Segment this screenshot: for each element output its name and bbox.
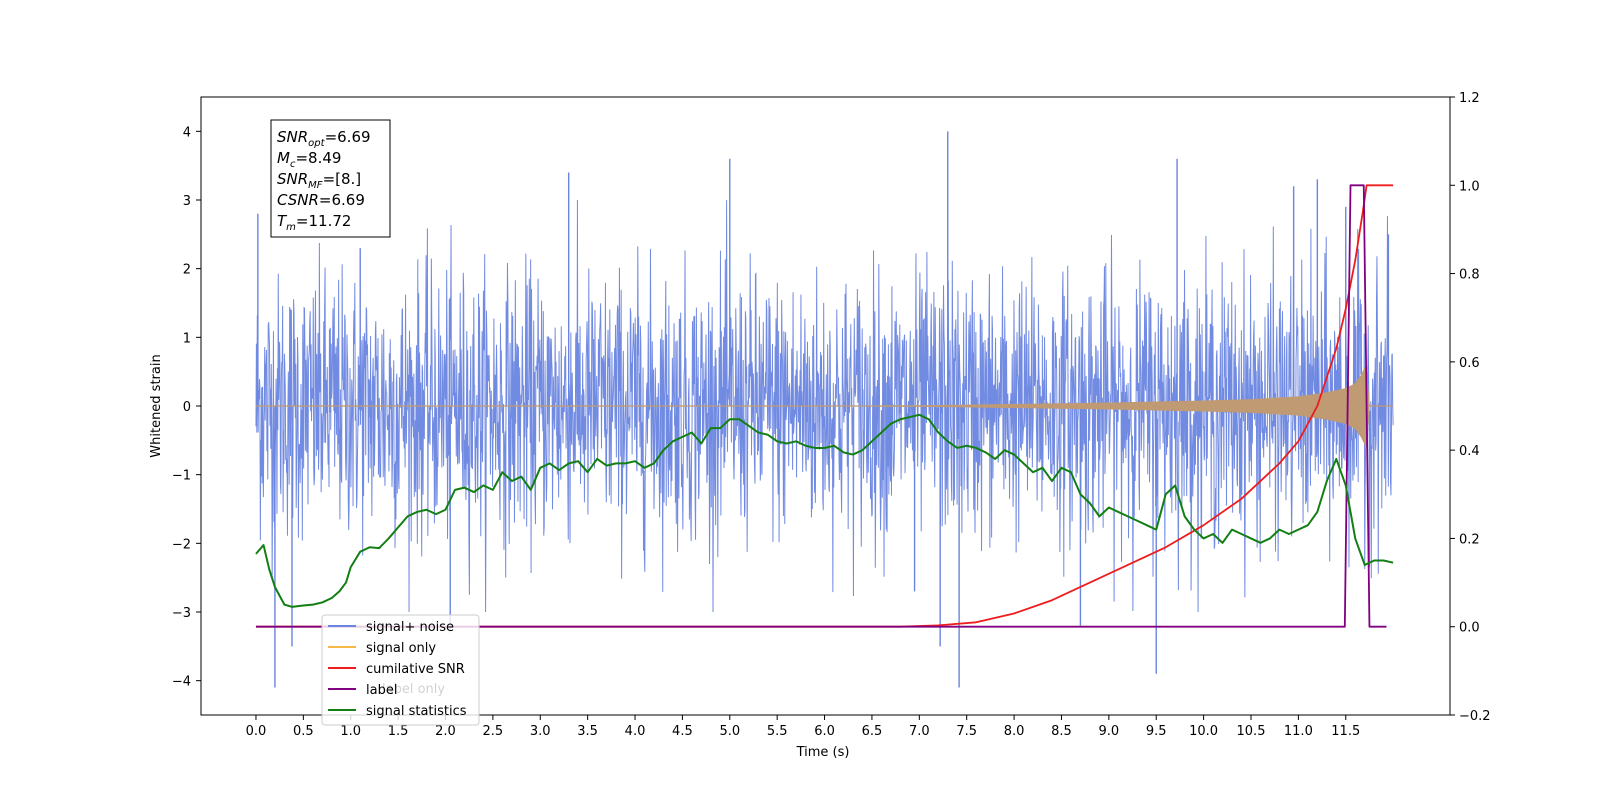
legend-label-4: signal statistics (366, 704, 467, 719)
metric-line-3: CSNR=6.69 (277, 191, 365, 209)
y-left-tick-label-8: −4 (172, 675, 191, 690)
y-right-tick-label-1: 1.0 (1459, 179, 1480, 194)
x-tick-label-23: 11.5 (1331, 724, 1360, 739)
x-tick-label-15: 7.5 (956, 724, 977, 739)
x-tick-label-4: 2.0 (435, 724, 456, 739)
x-tick-label-6: 3.0 (530, 724, 551, 739)
series-signal-only-line (881, 365, 1394, 448)
y-left-tick-label-0: 4 (183, 125, 191, 140)
legend-label-3: label (366, 683, 397, 698)
x-tick-label-12: 6.0 (814, 724, 835, 739)
x-tick-label-16: 8.0 (1004, 724, 1025, 739)
y-right-tick-label-4: 0.4 (1459, 444, 1480, 459)
series-label-line (255, 184, 1387, 628)
metric-line-1: Mc=8.49 (277, 149, 341, 170)
y-left-tick-label-5: −1 (172, 469, 191, 484)
x-tick-label-19: 9.5 (1146, 724, 1167, 739)
series-cumulative-snr-line (255, 184, 1394, 628)
metrics-box-frame (270, 119, 391, 238)
y-right-tick-label-0: 1.2 (1459, 91, 1480, 106)
x-tick-label-10: 5.0 (719, 724, 740, 739)
legend-label-2: cumilative SNR (366, 662, 465, 677)
x-tick-label-2: 1.0 (340, 724, 361, 739)
x-tick-label-3: 1.5 (388, 724, 409, 739)
x-tick-label-22: 11.0 (1284, 724, 1313, 739)
y-left-tick-label-1: 3 (183, 194, 191, 209)
x-tick-label-18: 9.0 (1099, 724, 1120, 739)
y-right-tick-label-5: 0.2 (1459, 532, 1480, 547)
x-tick-label-11: 5.5 (767, 724, 788, 739)
series-signal-noise-line (255, 199, 1394, 613)
x-tick-label-21: 10.5 (1237, 724, 1266, 739)
y-left-tick-label-3: 1 (183, 331, 191, 346)
y-left-tick-label-6: −2 (172, 537, 191, 552)
x-axis: 0.0 0.5 1.0 1.5 2.0 2.5 3.0 3.5 4.0 4.5 5.0 5.5 6.0 6… (246, 715, 1360, 739)
y-right-tick-label-6: 0.0 (1459, 621, 1480, 636)
metric-line-4: Tm=11.72 (277, 212, 351, 233)
x-tick-label-5: 2.5 (483, 724, 504, 739)
y-right-tick-label-2: 0.8 (1459, 268, 1480, 283)
y-right-tick-label-7: −0.2 (1459, 709, 1491, 724)
x-tick-label-7: 3.5 (577, 724, 598, 739)
y-left-tick-label-7: −3 (172, 606, 191, 621)
y-right-tick-label-3: 0.6 (1459, 356, 1480, 371)
x-tick-label-9: 4.5 (672, 724, 693, 739)
series-layer (255, 131, 1394, 688)
y-left-tick-label-2: 2 (183, 263, 191, 278)
x-tick-label-0: 0.0 (246, 724, 267, 739)
x-tick-label-13: 6.5 (862, 724, 883, 739)
y-axis-label-left: Whitened strain (149, 354, 164, 457)
x-tick-label-20: 10.0 (1189, 724, 1218, 739)
metric-line-0: SNRopt=6.69 (277, 128, 371, 149)
legend-label-0: signal+ noise (366, 620, 454, 635)
x-axis-label: Time (s) (796, 745, 850, 760)
x-tick-label-17: 8.5 (1051, 724, 1072, 739)
legend-label-1: signal only (366, 641, 436, 656)
metric-line-2: SNRMF=[8.] (277, 170, 361, 191)
series-signal-statistics-line (255, 413, 1394, 608)
x-tick-label-8: 4.0 (625, 724, 646, 739)
legend-frame (321, 614, 480, 726)
y-axis-left: 4 3 2 1 0 −1 −2 −3 −4 (172, 125, 201, 690)
x-tick-label-1: 0.5 (293, 724, 314, 739)
x-tick-label-14: 7.0 (909, 724, 930, 739)
y-axis-right: 1.2 1.0 0.8 0.6 0.4 0.2 0.0 −0.2 (1450, 91, 1491, 724)
y-left-tick-label-4: 0 (183, 400, 191, 415)
